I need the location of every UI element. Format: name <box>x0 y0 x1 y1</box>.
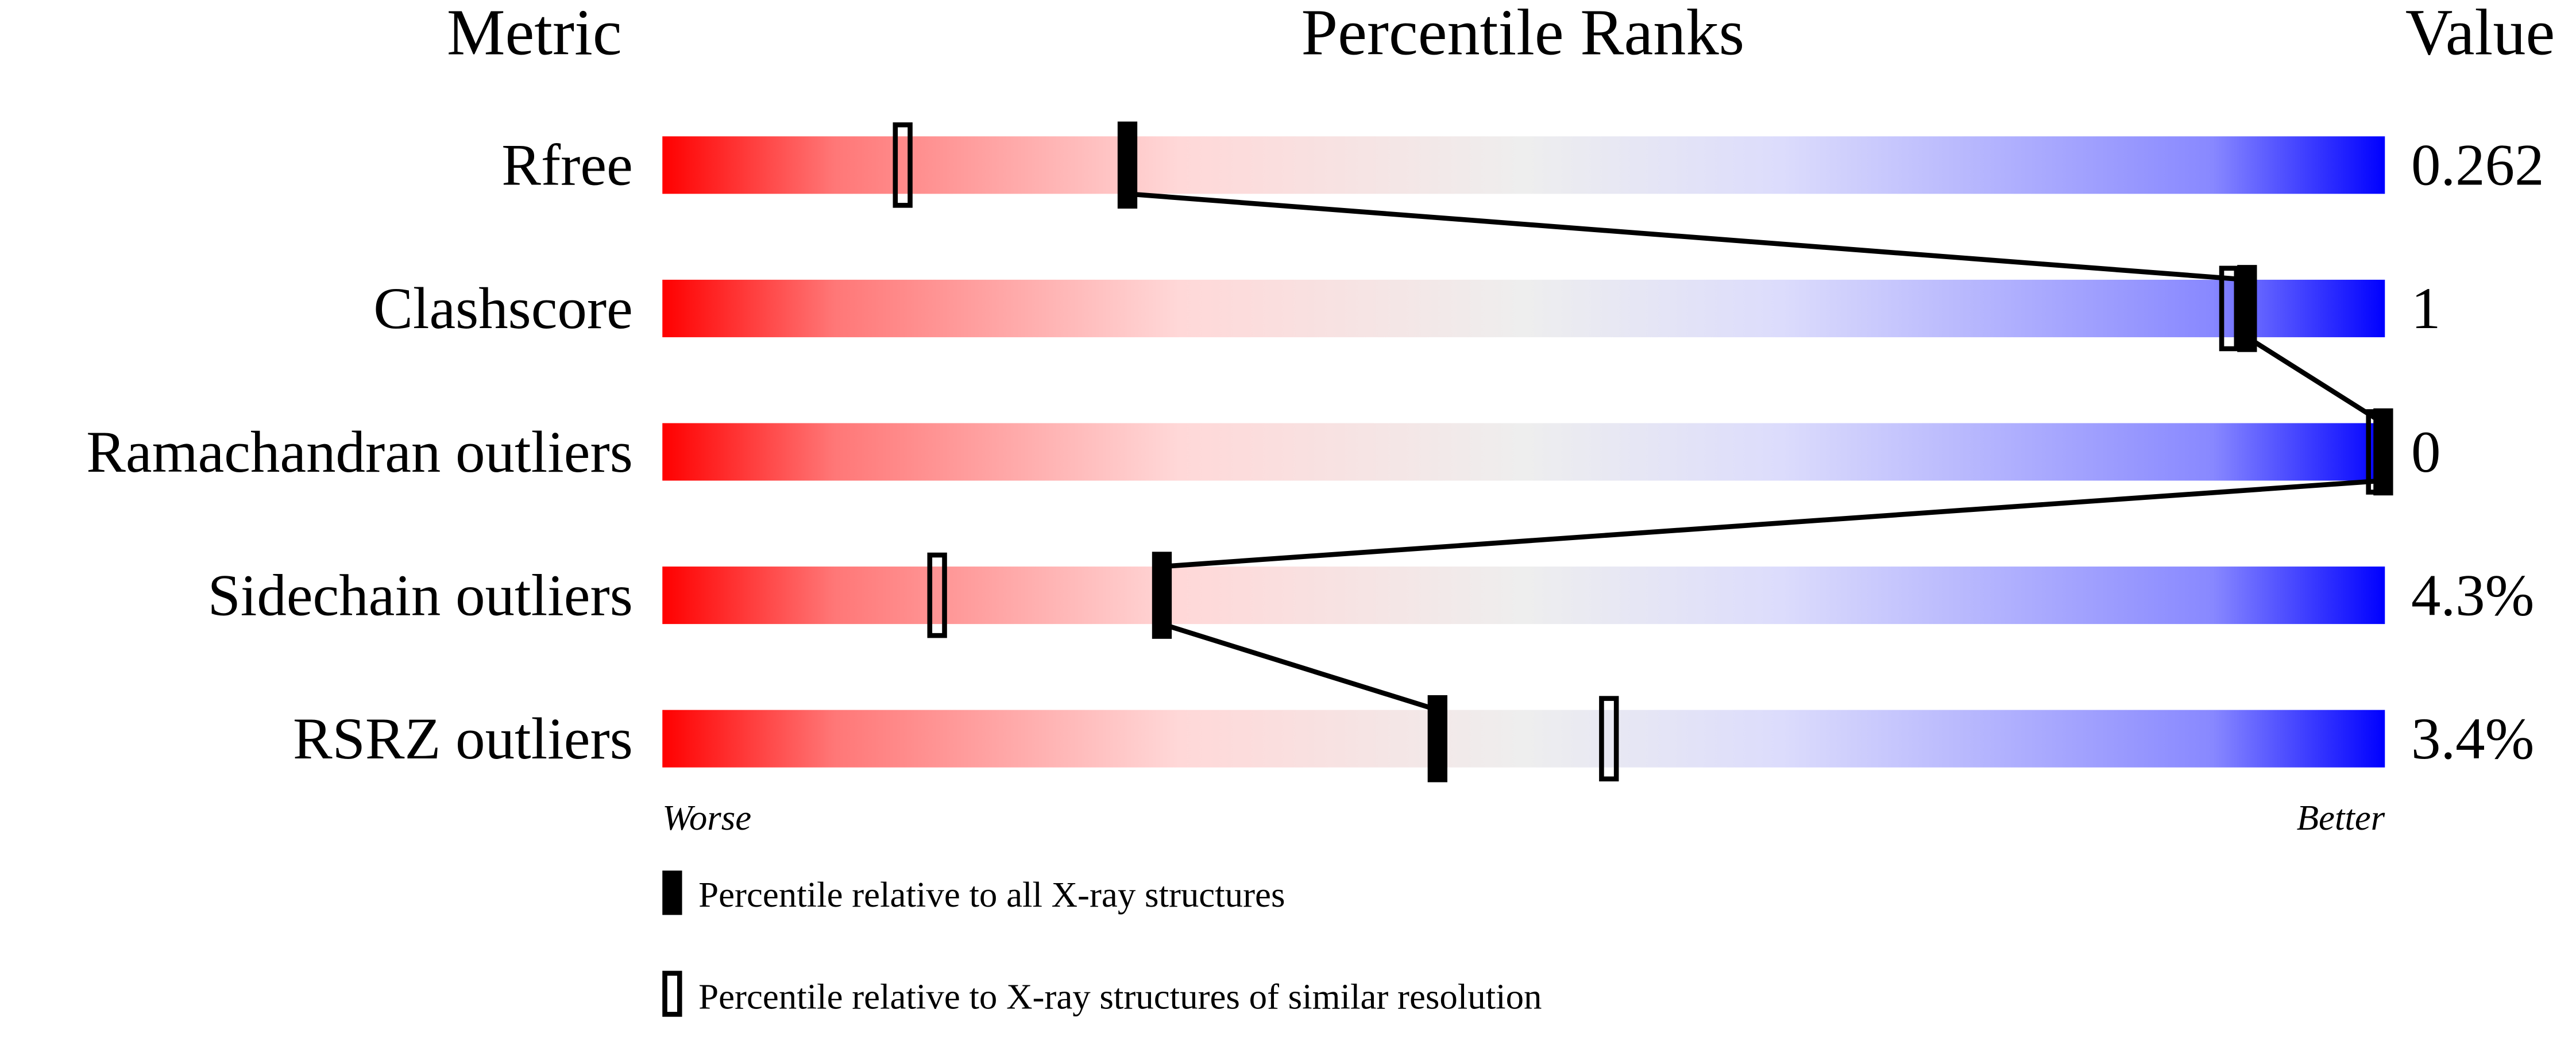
connector-line <box>1161 622 1439 712</box>
marker-all-structures <box>1427 695 1447 783</box>
marker-similar-resolution <box>893 122 913 208</box>
metric-value: 3.4% <box>2411 706 2534 772</box>
header-metric: Metric <box>447 0 622 68</box>
percentile-bar <box>662 136 2385 194</box>
legend-hollow-marker <box>662 970 682 1017</box>
connector-line <box>1161 478 2384 569</box>
metric-label: Clashscore <box>373 276 633 341</box>
connector-line <box>1127 191 2247 283</box>
connector-line <box>2246 335 2385 426</box>
marker-similar-resolution <box>927 552 947 638</box>
legend-label-all: Percentile relative to all X-ray structu… <box>698 874 1285 915</box>
marker-all-structures <box>1117 121 1138 209</box>
percentile-bar <box>662 423 2385 481</box>
axis-label-better: Better <box>2297 797 2385 838</box>
metric-value: 0 <box>2411 419 2440 485</box>
axis-label-worse: Worse <box>662 797 751 838</box>
percentile-bar <box>662 567 2385 625</box>
metric-label: Sidechain outliers <box>208 562 633 628</box>
metric-label: RSRZ outliers <box>293 706 633 772</box>
metric-value: 1 <box>2411 276 2440 341</box>
header-value: Value <box>2405 0 2555 68</box>
percentile-bar <box>662 279 2385 337</box>
metric-label: Ramachandran outliers <box>86 419 633 485</box>
header-percentile-ranks: Percentile Ranks <box>1301 0 1745 68</box>
metric-value: 0.262 <box>2411 133 2544 198</box>
marker-all-structures <box>2237 265 2257 352</box>
metric-label: Rfree <box>501 133 633 198</box>
marker-similar-resolution <box>1599 696 1619 781</box>
marker-all-structures <box>2373 408 2393 496</box>
percentile-bar <box>662 710 2385 768</box>
marker-similar-resolution <box>2219 265 2239 352</box>
legend-filled-marker <box>662 870 682 915</box>
marker-all-structures <box>1152 552 1172 639</box>
legend-label-similar: Percentile relative to X-ray structures … <box>698 976 1542 1016</box>
metric-value: 4.3% <box>2411 562 2534 628</box>
